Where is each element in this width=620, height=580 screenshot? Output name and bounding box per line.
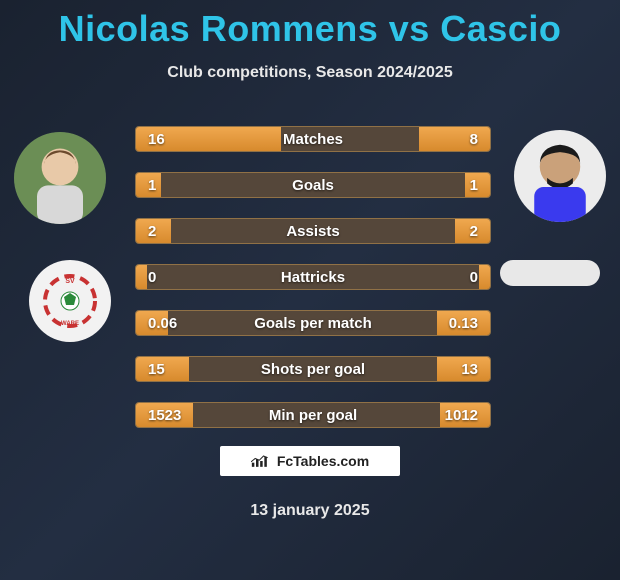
avatar-placeholder-icon xyxy=(514,130,606,222)
date-text: 13 january 2025 xyxy=(0,502,620,520)
brand-chart-icon xyxy=(251,454,271,468)
club-badge-icon: SV WARE xyxy=(40,271,100,331)
subtitle: Club competitions, Season 2024/2025 xyxy=(0,64,620,82)
stat-row: 168Matches xyxy=(135,126,491,152)
stat-label: Shots per goal xyxy=(136,357,490,381)
brand-text: FcTables.com xyxy=(277,453,369,469)
player-left-avatar xyxy=(14,132,106,224)
svg-text:SV: SV xyxy=(65,278,75,285)
stat-row: 1513Shots per goal xyxy=(135,356,491,382)
stat-row: 00Hattricks xyxy=(135,264,491,290)
brand-badge: FcTables.com xyxy=(220,446,400,476)
stat-row: 0.060.13Goals per match xyxy=(135,310,491,336)
stat-row: 15231012Min per goal xyxy=(135,402,491,428)
stat-label: Min per goal xyxy=(136,403,490,427)
club-left-logo: SV WARE xyxy=(29,260,111,342)
avatar-placeholder-icon xyxy=(14,132,106,224)
stat-row: 11Goals xyxy=(135,172,491,198)
svg-text:WARE: WARE xyxy=(61,321,79,327)
player-right-avatar xyxy=(514,130,606,222)
stat-bars: 168Matches 11Goals 22Assists 00Hattricks 0.0… xyxy=(135,126,491,448)
page-title: Nicolas Rommens vs Cascio xyxy=(0,0,620,50)
stat-label: Goals per match xyxy=(136,311,490,335)
stat-row: 22Assists xyxy=(135,218,491,244)
stat-label: Hattricks xyxy=(136,265,490,289)
stat-label: Matches xyxy=(136,127,490,151)
stat-label: Assists xyxy=(136,219,490,243)
stat-label: Goals xyxy=(136,173,490,197)
club-right-logo xyxy=(500,260,600,286)
